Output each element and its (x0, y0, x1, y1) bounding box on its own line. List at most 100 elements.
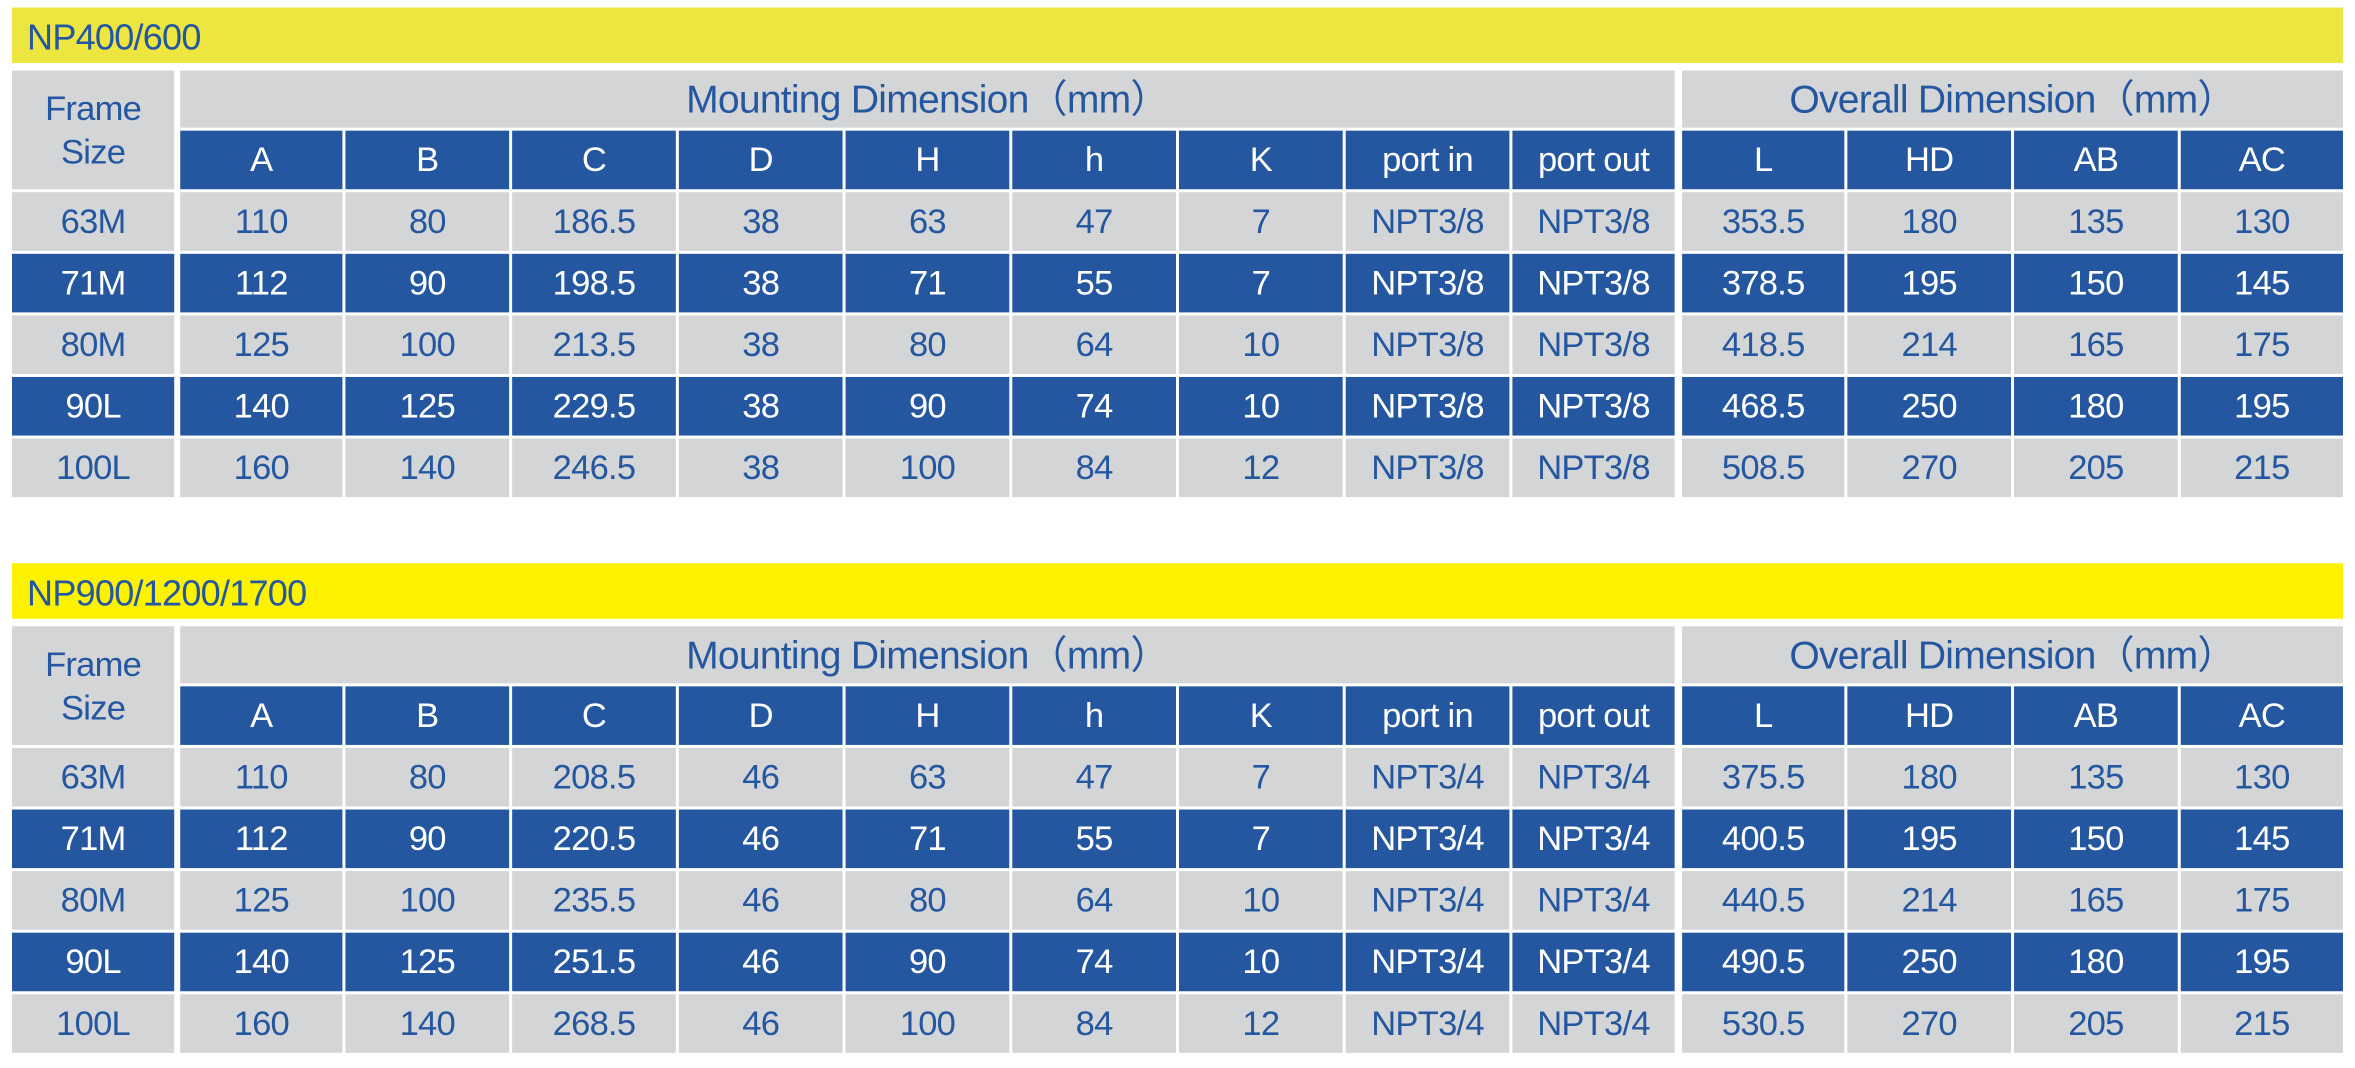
table-cell: 38 (678, 315, 843, 374)
table-cell: 198.5 (512, 253, 676, 313)
table-cell: 74 (1012, 932, 1176, 992)
table-cell: 63 (845, 192, 1010, 251)
column-header: AB (2014, 686, 2178, 745)
table-cell: NPT3/8 (1512, 253, 1675, 313)
table-cell: 125 (345, 376, 510, 436)
table-cell: 90 (845, 932, 1010, 992)
table-cell: 100 (345, 315, 510, 374)
table-cell: NPT3/8 (1345, 376, 1510, 436)
group-header: Mounting Dimension（mm） (180, 626, 1675, 684)
table-cell: NPT3/4 (1345, 809, 1510, 869)
column-header: AB (2014, 130, 2178, 190)
table-cell: 195 (1847, 253, 2012, 313)
column-header: L (1682, 686, 1845, 745)
row-label: 80M (12, 871, 175, 930)
table-cell: 135 (2014, 747, 2178, 807)
table-cell: 215 (2180, 994, 2343, 1053)
table-cell: 125 (180, 315, 343, 374)
table-cell: 10 (1178, 315, 1343, 374)
table-cell: 63 (845, 747, 1010, 807)
table-cell: 55 (1012, 253, 1176, 313)
table-cell: 140 (180, 932, 343, 992)
table-cell: 80 (845, 315, 1010, 374)
table-cell: 80 (845, 871, 1010, 930)
frame-size-header: Frame Size (12, 70, 175, 190)
table-cell: 215 (2180, 438, 2343, 498)
column-header: D (678, 130, 843, 190)
table-cell: 140 (180, 376, 343, 436)
column-header: K (1178, 686, 1343, 745)
row-label: 90L (12, 376, 175, 436)
table-cell: 46 (678, 747, 843, 807)
table-cell: 46 (678, 871, 843, 930)
table-cell: 186.5 (512, 192, 676, 251)
table-cell: NPT3/8 (1512, 376, 1675, 436)
table-cell: 251.5 (512, 932, 676, 992)
column-header: C (512, 130, 676, 190)
table-cell: 246.5 (512, 438, 676, 498)
table-cell: 110 (180, 747, 343, 807)
table-cell: 468.5 (1682, 376, 1845, 436)
column-header: port in (1345, 130, 1510, 190)
table-cell: 229.5 (512, 376, 676, 436)
table-cell: 270 (1847, 438, 2012, 498)
table-cell: 220.5 (512, 809, 676, 869)
column-header: HD (1847, 130, 2012, 190)
row-label: 63M (12, 192, 175, 251)
table-cell: 135 (2014, 192, 2178, 251)
table-cell: 180 (2014, 932, 2178, 992)
table-cell: 46 (678, 932, 843, 992)
group-header: Mounting Dimension（mm） (180, 70, 1675, 128)
column-header: B (345, 686, 510, 745)
table-cell: 84 (1012, 994, 1176, 1053)
table-cell: NPT3/4 (1345, 994, 1510, 1053)
table-cell: 400.5 (1682, 809, 1845, 869)
table-cell: 110 (180, 192, 343, 251)
column-header: L (1682, 130, 1845, 190)
column-header: h (1012, 130, 1176, 190)
table-cell: 140 (345, 994, 510, 1053)
table-cell: 195 (2180, 376, 2343, 436)
table-title: NP900/1200/1700 (12, 563, 2343, 619)
table-cell: 508.5 (1682, 438, 1845, 498)
table-cell: 10 (1178, 932, 1343, 992)
table-cell: 418.5 (1682, 315, 1845, 374)
table-cell: 46 (678, 994, 843, 1053)
table-cell: NPT3/4 (1345, 871, 1510, 930)
row-label: 63M (12, 747, 175, 807)
table-cell: 10 (1178, 376, 1343, 436)
table-cell: 214 (1847, 871, 2012, 930)
table-cell: 47 (1012, 192, 1176, 251)
column-header: AC (2180, 130, 2343, 190)
table-cell: 150 (2014, 809, 2178, 869)
table-cell: NPT3/4 (1512, 809, 1675, 869)
column-header: C (512, 686, 676, 745)
table-cell: NPT3/8 (1345, 192, 1510, 251)
table-cell: 7 (1178, 747, 1343, 807)
row-label: 71M (12, 809, 175, 869)
group-header: Overall Dimension（mm） (1682, 70, 2343, 128)
table-cell: 145 (2180, 809, 2343, 869)
table-cell: 7 (1178, 192, 1343, 251)
table-cell: 38 (678, 192, 843, 251)
table-cell: NPT3/4 (1512, 994, 1675, 1053)
table-cell: 90 (845, 376, 1010, 436)
table-cell: 74 (1012, 376, 1176, 436)
table-cell: 440.5 (1682, 871, 1845, 930)
table-cell: 7 (1178, 809, 1343, 869)
column-header: K (1178, 130, 1343, 190)
row-label: 71M (12, 253, 175, 313)
column-header: H (845, 686, 1010, 745)
table-cell: 195 (2180, 932, 2343, 992)
table-cell: 353.5 (1682, 192, 1845, 251)
table-cell: 112 (180, 253, 343, 313)
table-cell: 90 (345, 809, 510, 869)
table-cell: NPT3/4 (1345, 747, 1510, 807)
table-cell: 205 (2014, 438, 2178, 498)
table-cell: 250 (1847, 376, 2012, 436)
table-cell: 38 (678, 376, 843, 436)
table-cell: 55 (1012, 809, 1176, 869)
table-cell: 208.5 (512, 747, 676, 807)
table-cell: 145 (2180, 253, 2343, 313)
